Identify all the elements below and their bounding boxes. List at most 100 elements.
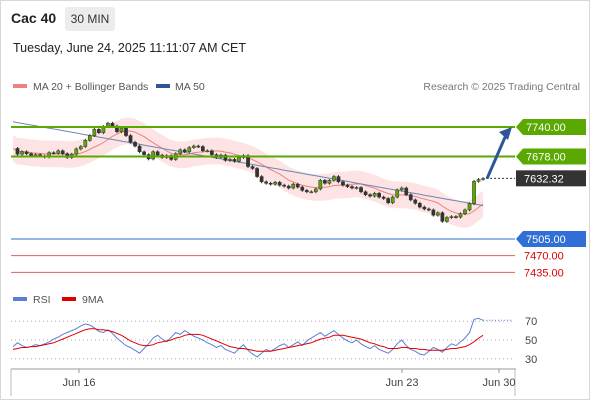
candle-body	[83, 140, 88, 147]
candle	[327, 178, 332, 185]
candle-body	[97, 129, 101, 133]
resistance-label: 7740.00	[526, 122, 566, 134]
candle-body	[381, 196, 386, 199]
candle	[223, 153, 228, 162]
candles	[15, 121, 485, 223]
candle	[282, 183, 287, 188]
candle-body	[182, 149, 187, 153]
candle-body	[363, 191, 368, 195]
candle-body	[449, 216, 454, 218]
candle	[78, 145, 83, 151]
candle-body	[119, 127, 124, 133]
support-label: 7470.00	[524, 251, 564, 263]
level-resistance: 7740.00	[11, 119, 586, 135]
candle	[363, 190, 368, 197]
candle	[408, 193, 413, 202]
candle-body	[232, 159, 237, 162]
rsi-legend-swatch	[13, 297, 27, 301]
candle-body	[313, 188, 318, 193]
candle-body	[264, 181, 268, 184]
candle-body	[255, 168, 259, 177]
candle	[200, 145, 205, 153]
candle	[390, 195, 395, 205]
interval-button[interactable]: 30 MIN	[65, 7, 115, 31]
candle	[336, 175, 341, 184]
candle	[277, 180, 282, 187]
candle-body	[377, 192, 381, 198]
candle	[309, 190, 314, 194]
candle-body	[60, 150, 65, 154]
candle	[74, 147, 79, 156]
candle	[187, 146, 192, 154]
candle-body	[404, 187, 409, 195]
candle	[368, 193, 372, 198]
ma9-legend-label: 9MA	[82, 294, 104, 306]
9ma-line	[12, 328, 484, 352]
candle	[372, 191, 377, 198]
ma50-legend-swatch	[156, 84, 170, 88]
candle	[210, 149, 214, 157]
candle-body	[295, 183, 300, 188]
bollinger-bands	[12, 117, 484, 228]
candle	[178, 148, 183, 156]
candle-body	[191, 145, 196, 148]
candle	[454, 215, 458, 219]
candle	[24, 150, 29, 156]
candle-body	[422, 206, 427, 210]
candle-body	[436, 212, 440, 216]
candle-body	[408, 194, 413, 201]
candle	[232, 157, 237, 163]
candle-body	[110, 122, 115, 127]
candle	[51, 151, 56, 155]
candle-body	[300, 186, 305, 191]
resistance-tag	[516, 119, 586, 135]
level-support: 7470.00	[11, 251, 564, 263]
candle-body	[458, 213, 463, 218]
forecast-arrow-head	[499, 127, 512, 140]
candle-body	[187, 147, 192, 153]
x-tick-label: Jun 23	[385, 377, 418, 389]
candle-body	[205, 150, 210, 153]
candle	[87, 134, 92, 142]
candle-body	[20, 151, 24, 155]
candle	[377, 191, 381, 199]
candle-body	[336, 176, 341, 183]
candle-body	[341, 181, 345, 186]
candle-body	[399, 187, 404, 191]
candle	[458, 212, 463, 219]
candle-body	[350, 186, 354, 189]
candle-body	[137, 145, 142, 153]
candle	[295, 182, 300, 189]
candle	[133, 140, 137, 148]
candle	[467, 202, 472, 212]
candle-body	[142, 151, 146, 155]
candle-body	[128, 135, 133, 143]
candle	[264, 180, 268, 185]
candle	[137, 144, 142, 154]
level-resistance: 7678.00	[11, 148, 586, 165]
candle-body	[268, 182, 273, 185]
candle-body	[237, 157, 241, 162]
candle-body	[33, 154, 38, 156]
candle	[354, 186, 359, 190]
candle	[323, 178, 327, 185]
ma9-legend-swatch	[62, 297, 76, 301]
candle-body	[151, 151, 155, 160]
candle-body	[155, 151, 160, 156]
candle	[20, 150, 24, 156]
candle	[92, 127, 97, 138]
candle-body	[454, 216, 458, 218]
candle-body	[467, 203, 472, 211]
candle	[56, 149, 61, 155]
instrument-title: Cac 40	[11, 10, 57, 26]
candle	[128, 134, 133, 144]
candle	[341, 180, 345, 187]
candle-body	[440, 212, 445, 222]
candle-body	[200, 146, 205, 152]
candle	[399, 186, 404, 192]
timestamp: Tuesday, June 24, 2025 11:11:07 AM CET	[13, 41, 247, 55]
candle	[445, 216, 449, 223]
ma20-legend-label: MA 20 + Bollinger Bands	[33, 81, 148, 93]
candle	[15, 147, 20, 156]
